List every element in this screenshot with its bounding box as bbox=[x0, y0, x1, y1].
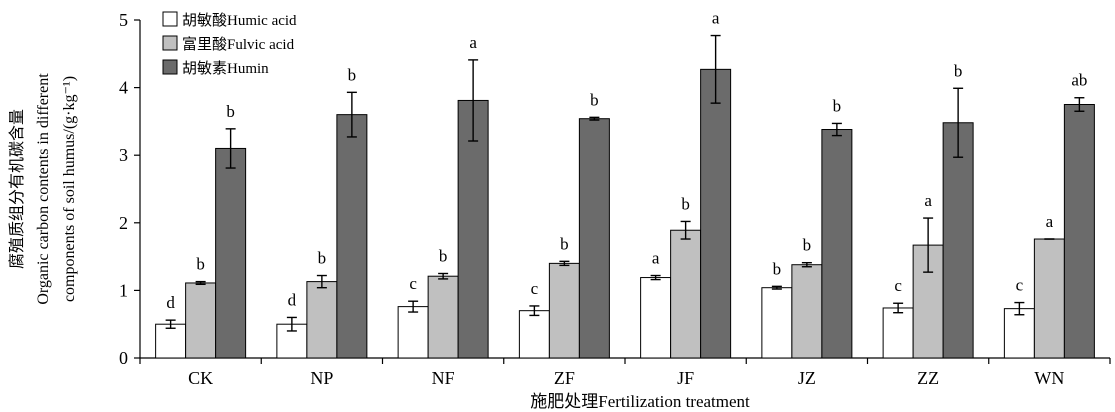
significance-letter: a bbox=[1046, 212, 1054, 231]
significance-letter: a bbox=[924, 191, 932, 210]
legend: 胡敏酸Humic acid 富里酸Fulvic acid 胡敏素Humin bbox=[162, 11, 297, 77]
x-tick-label: ZF bbox=[554, 368, 575, 388]
bar bbox=[882, 307, 914, 359]
significance-letter: c bbox=[894, 276, 902, 295]
significance-letter: b bbox=[439, 247, 448, 266]
bar bbox=[306, 281, 338, 359]
significance-letter: d bbox=[288, 290, 297, 309]
bar bbox=[1063, 104, 1095, 359]
significance-letter: a bbox=[652, 249, 660, 268]
significance-letter: b bbox=[560, 234, 569, 253]
significance-letter: a bbox=[712, 9, 720, 28]
y-axis-label-line: Organic carbon contents in different bbox=[35, 73, 52, 305]
significance-letter: a bbox=[469, 33, 477, 52]
legend-swatch bbox=[162, 59, 178, 75]
significance-letter: b bbox=[681, 194, 690, 213]
legend-label: 胡敏酸Humic acid bbox=[182, 12, 297, 29]
legend-swatch bbox=[162, 35, 178, 51]
bar bbox=[578, 118, 610, 359]
significance-letter: b bbox=[954, 61, 963, 80]
bar bbox=[700, 68, 732, 359]
bar bbox=[821, 129, 853, 359]
bar bbox=[640, 277, 672, 359]
significance-letter: b bbox=[590, 90, 599, 109]
x-tick-label: CK bbox=[188, 368, 213, 388]
x-tick-label: JF bbox=[677, 368, 694, 388]
significance-letter: b bbox=[196, 255, 205, 274]
bar bbox=[336, 114, 368, 359]
y-tick-label: 1 bbox=[119, 280, 128, 300]
bar bbox=[548, 262, 580, 359]
legend-label: 胡敏素Humin bbox=[182, 60, 269, 77]
significance-letter: c bbox=[1016, 276, 1024, 295]
x-tick-label: WN bbox=[1034, 368, 1064, 388]
significance-letter: b bbox=[348, 65, 357, 84]
bar bbox=[791, 264, 823, 359]
bar bbox=[397, 306, 429, 359]
y-tick-label: 5 bbox=[119, 10, 128, 30]
error-bars bbox=[165, 34, 1085, 332]
bar bbox=[185, 282, 217, 359]
bars bbox=[155, 68, 1095, 359]
legend-swatch bbox=[162, 11, 178, 27]
y-axis-label: 腐殖质组分有机碳含量 Organic carbon contents in dif… bbox=[8, 73, 78, 305]
significance-letter: b bbox=[803, 236, 812, 255]
y-tick-label: 0 bbox=[119, 348, 128, 368]
y-tick-label: 2 bbox=[119, 213, 128, 233]
significance-letter: b bbox=[226, 102, 235, 121]
significance-letter: ab bbox=[1071, 71, 1087, 90]
bar bbox=[215, 147, 247, 359]
bar bbox=[518, 310, 550, 359]
bar bbox=[761, 287, 793, 359]
bar bbox=[427, 275, 459, 359]
significance-letter: b bbox=[773, 259, 782, 278]
bar bbox=[1033, 238, 1065, 359]
y-axis-label-line: 腐殖质组分有机碳含量 bbox=[8, 109, 26, 269]
significance-letter: c bbox=[409, 274, 417, 293]
y-tick-label: 4 bbox=[119, 78, 128, 98]
x-axis-label: 施肥处理Fertilization treatment bbox=[530, 392, 750, 411]
y-axis-label-line: components of soil humus/(g·kg⁻¹) bbox=[61, 76, 78, 302]
significance-letter: d bbox=[166, 293, 175, 312]
x-tick-label: NF bbox=[432, 368, 455, 388]
legend-label: 富里酸Fulvic acid bbox=[182, 35, 295, 53]
bar bbox=[155, 323, 187, 359]
significance-letter: c bbox=[531, 279, 539, 298]
y-tick-label: 3 bbox=[119, 145, 128, 165]
x-tick-label: JZ bbox=[798, 368, 816, 388]
significance-letter: b bbox=[318, 249, 327, 268]
x-tick-label: NP bbox=[310, 368, 333, 388]
bar bbox=[942, 122, 974, 359]
bar bbox=[1003, 308, 1035, 359]
bar bbox=[670, 229, 702, 359]
x-tick-label: ZZ bbox=[917, 368, 939, 388]
significance-letter: b bbox=[833, 96, 842, 115]
